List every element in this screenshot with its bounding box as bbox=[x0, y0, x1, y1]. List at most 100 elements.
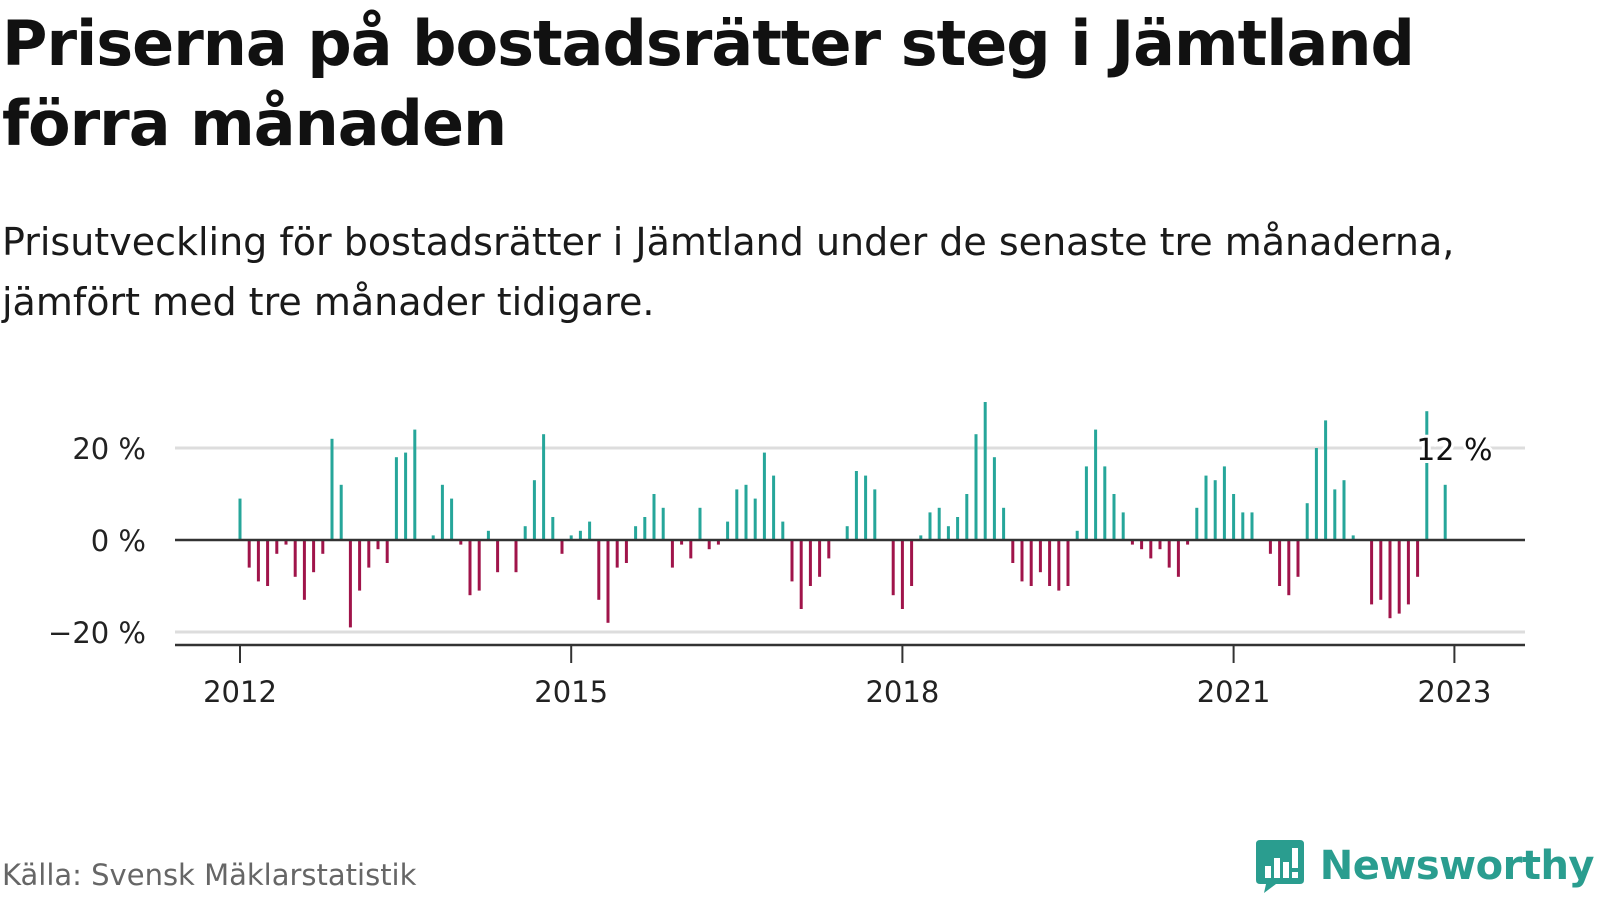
bar bbox=[762, 452, 766, 540]
bar bbox=[440, 484, 444, 540]
bar bbox=[358, 540, 362, 591]
bar bbox=[1241, 512, 1245, 540]
bar-series bbox=[238, 402, 1447, 628]
bar bbox=[753, 498, 757, 540]
bar bbox=[597, 540, 601, 600]
bar bbox=[1351, 535, 1355, 540]
bar bbox=[588, 521, 592, 540]
bar bbox=[928, 512, 932, 540]
bar bbox=[790, 540, 794, 582]
bar bbox=[486, 530, 490, 540]
bar bbox=[1232, 494, 1236, 540]
bar bbox=[1167, 540, 1171, 568]
bar bbox=[1406, 540, 1410, 605]
bar bbox=[1195, 507, 1199, 540]
bar bbox=[339, 484, 343, 540]
bar bbox=[1314, 448, 1318, 540]
bar bbox=[1029, 540, 1033, 586]
bar bbox=[946, 526, 950, 540]
bar bbox=[532, 480, 536, 540]
bar bbox=[744, 484, 748, 540]
axes bbox=[175, 538, 1525, 663]
bar bbox=[266, 540, 270, 586]
x-tick-label: 2021 bbox=[1197, 675, 1271, 709]
bar bbox=[854, 471, 858, 540]
bar bbox=[624, 540, 628, 563]
bar bbox=[1038, 540, 1042, 573]
bar bbox=[293, 540, 297, 577]
bar bbox=[670, 540, 674, 568]
bar bbox=[1020, 540, 1024, 582]
bar bbox=[247, 540, 251, 568]
bar bbox=[302, 540, 306, 600]
bar bbox=[726, 521, 730, 540]
bar bbox=[376, 540, 380, 550]
bar bbox=[1112, 494, 1116, 540]
bar bbox=[523, 526, 527, 540]
bar bbox=[1121, 512, 1125, 540]
bar bbox=[560, 540, 564, 554]
bar bbox=[615, 540, 619, 568]
bar bbox=[983, 402, 987, 540]
tick-labels: −20 % 0 % 20 % 2012 2015 2018 2021 2023 12 % bbox=[48, 430, 1495, 709]
newsworthy-logo: Newsworthy bbox=[1254, 838, 1595, 894]
bar bbox=[643, 517, 647, 540]
bar bbox=[1002, 507, 1006, 540]
bar bbox=[385, 540, 389, 563]
bar bbox=[551, 517, 555, 540]
y-tick-label: 0 % bbox=[91, 524, 146, 558]
bar bbox=[1370, 540, 1374, 605]
bar bbox=[413, 429, 417, 540]
bar bbox=[891, 540, 895, 596]
bar bbox=[772, 475, 776, 540]
bar bbox=[404, 452, 408, 540]
bar bbox=[799, 540, 803, 609]
chart-title: Priserna på bostadsrätter steg i Jämtlan… bbox=[2, 7, 1415, 160]
bar bbox=[1176, 540, 1180, 577]
bar bbox=[1416, 540, 1420, 577]
bar bbox=[937, 507, 941, 540]
bar bbox=[1011, 540, 1015, 563]
bar bbox=[431, 535, 435, 540]
bar bbox=[661, 507, 665, 540]
bar bbox=[974, 434, 978, 540]
bar bbox=[496, 540, 500, 573]
bar bbox=[716, 540, 720, 545]
newsworthy-icon bbox=[1255, 840, 1304, 893]
bar bbox=[284, 540, 288, 545]
x-tick-label: 2015 bbox=[534, 675, 608, 709]
bar bbox=[1158, 540, 1162, 550]
chart-subtitle: Prisutveckling för bostadsrätter i Jämtl… bbox=[2, 220, 1455, 324]
source-note: Källa: Svensk Mäklarstatistik bbox=[2, 858, 417, 892]
bar bbox=[450, 498, 454, 540]
bar bbox=[1094, 429, 1098, 540]
bar bbox=[634, 526, 638, 540]
bar bbox=[1130, 540, 1134, 545]
bar bbox=[468, 540, 472, 596]
annotation-label: 12 % bbox=[1416, 433, 1492, 468]
bar bbox=[256, 540, 260, 582]
bar bbox=[956, 517, 960, 540]
bar bbox=[873, 489, 877, 540]
bar bbox=[808, 540, 812, 586]
bar bbox=[1066, 540, 1070, 586]
bar bbox=[1048, 540, 1052, 586]
bar bbox=[238, 498, 242, 540]
bar bbox=[321, 540, 325, 554]
bar bbox=[698, 507, 702, 540]
bar bbox=[459, 540, 463, 545]
bar bbox=[680, 540, 684, 545]
bar bbox=[1140, 540, 1144, 550]
bar bbox=[394, 457, 398, 540]
bar bbox=[1057, 540, 1061, 591]
bar bbox=[652, 494, 656, 540]
bar bbox=[1379, 540, 1383, 600]
bar bbox=[1342, 480, 1346, 540]
x-tick-label: 2018 bbox=[865, 675, 939, 709]
bar bbox=[1425, 411, 1429, 540]
bar bbox=[606, 540, 610, 623]
bar bbox=[864, 475, 868, 540]
gridlines bbox=[175, 446, 1525, 634]
bar bbox=[514, 540, 518, 573]
bar bbox=[1278, 540, 1282, 586]
